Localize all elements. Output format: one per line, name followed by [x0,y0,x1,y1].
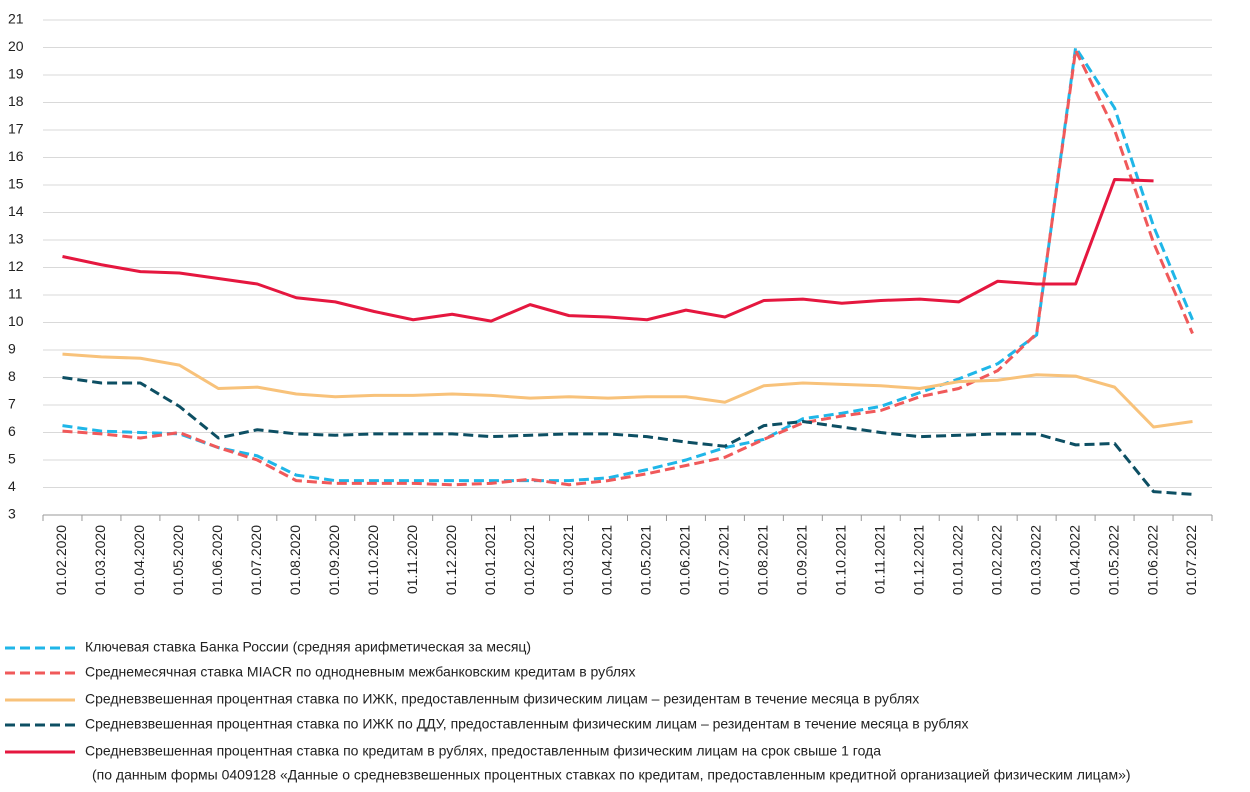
y-tick-label: 17 [8,121,24,137]
x-tick-label: 01.08.2021 [755,525,771,595]
y-tick-label: 14 [8,203,24,219]
x-tick-label: 01.03.2022 [1027,525,1043,595]
x-tick-label: 01.11.2020 [404,525,420,594]
x-tick-label: 01.07.2022 [1183,525,1199,595]
y-tick-label: 4 [8,478,16,494]
x-tick-label: 01.09.2020 [326,525,342,595]
y-tick-label: 20 [8,38,24,54]
series-line [62,352,1193,429]
x-tick-label: 01.04.2021 [599,525,615,595]
x-tick-label: 01.06.2020 [209,525,225,595]
y-tick-label: 11 [8,286,23,302]
y-tick-label: 21 [8,11,24,27]
series-line [62,376,1193,496]
series-line [62,46,1194,483]
x-tick-label: 01.10.2021 [833,525,849,595]
legend-label: Среднемесячная ставка MIACR по однодневн… [85,664,635,680]
x-tick-label: 01.05.2020 [170,525,186,595]
x-tick-label: 01.02.2020 [53,525,69,595]
series-line [62,178,1154,323]
y-tick-label: 10 [8,313,24,329]
x-tick-label: 01.06.2021 [677,525,693,595]
x-tick-label: 01.01.2022 [949,525,965,595]
x-tick-label: 01.01.2021 [482,525,498,595]
x-tick-label: 01.05.2022 [1105,525,1121,595]
x-tick-label: 01.12.2021 [910,525,926,595]
x-tick-label: 01.04.2022 [1066,525,1082,595]
x-tick-label: 01.09.2021 [794,525,810,595]
legend-label: Средневзвешенная процентная ставка по ИЖ… [85,716,969,732]
x-tick-label: 01.07.2020 [248,525,264,595]
x-tick-label: 01.02.2021 [521,525,537,595]
x-tick-label: 01.04.2020 [131,525,147,595]
legend-label: Ключевая ставка Банка России (средняя ар… [85,639,531,655]
x-tick-label: 01.03.2020 [92,525,108,595]
y-tick-label: 9 [8,341,16,357]
y-tick-label: 12 [8,258,24,274]
x-tick-label: 01.07.2021 [716,525,732,595]
x-tick-label: 01.06.2022 [1144,525,1160,595]
y-tick-label: 18 [8,93,24,109]
y-tick-label: 7 [8,396,16,412]
x-tick-label: 01.03.2021 [560,525,576,595]
y-tick-label: 6 [8,423,16,439]
y-tick-label: 5 [8,451,16,467]
y-tick-label: 19 [8,66,24,82]
x-tick-label: 01.02.2022 [988,525,1004,595]
series-line [62,48,1194,487]
y-tick-label: 8 [8,368,16,384]
x-tick-label: 01.12.2020 [443,525,459,595]
y-tick-label: 13 [8,231,24,247]
legend-label: Средневзвешенная процентная ставка по ИЖ… [85,691,919,707]
x-tick-label: 01.11.2021 [871,525,887,594]
legend-label: Средневзвешенная процентная ставка по кр… [85,743,881,759]
y-tick-label: 16 [8,148,24,164]
x-tick-label: 01.05.2021 [638,525,654,595]
x-tick-label: 01.08.2020 [287,525,303,595]
y-tick-label: 3 [8,506,16,522]
x-tick-label: 01.10.2020 [365,525,381,595]
legend-note: (по данным формы 0409128 «Данные о средн… [92,767,1131,783]
y-tick-label: 15 [8,176,24,192]
